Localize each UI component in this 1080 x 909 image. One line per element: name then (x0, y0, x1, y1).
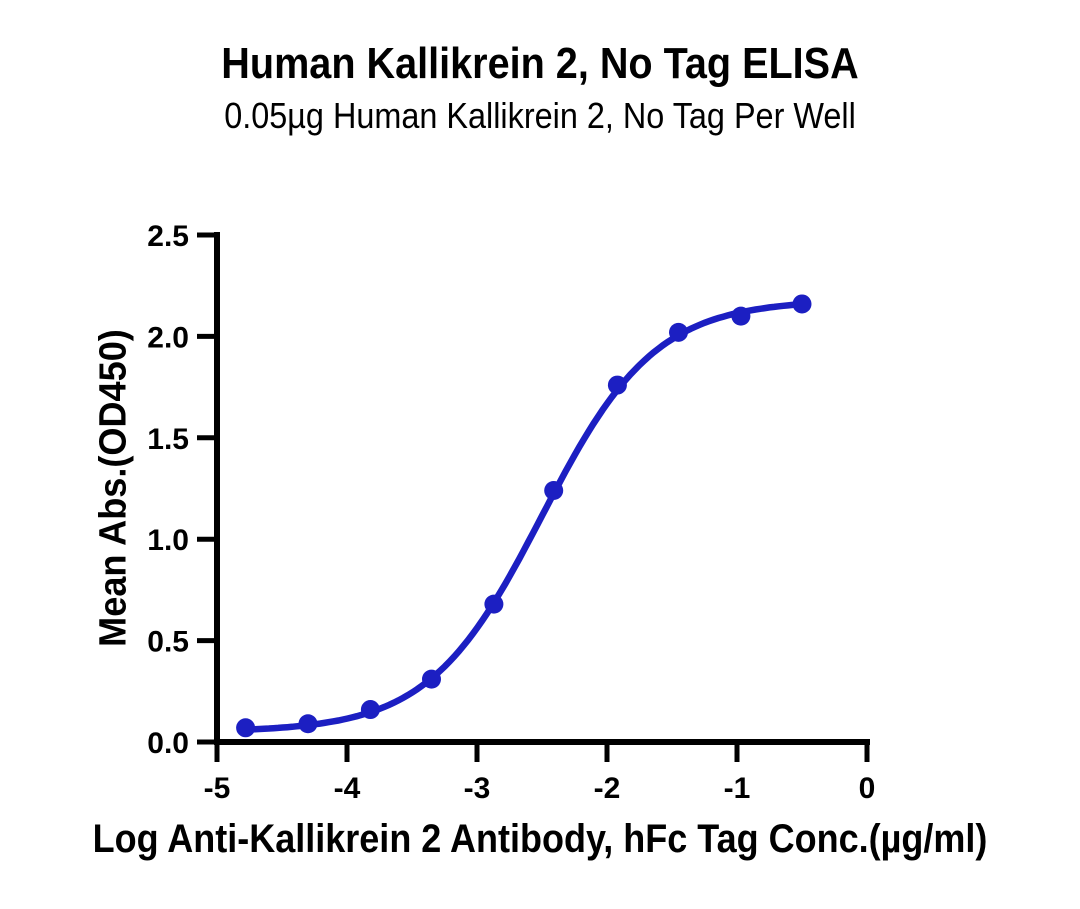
data-point (544, 481, 564, 501)
y-tick-label: 2.5 (147, 220, 189, 253)
y-tick-label: 2.0 (147, 321, 189, 354)
data-point (731, 306, 751, 326)
x-tick-label: 0 (859, 772, 876, 805)
x-tick-label: -4 (334, 772, 361, 805)
data-point (422, 669, 441, 689)
data-point (792, 294, 812, 314)
data-point (360, 700, 380, 720)
data-point (484, 594, 504, 614)
x-axis-title: Log Anti-Kallikrein 2 Antibody, hFc Tag … (92, 817, 988, 861)
data-point (298, 714, 318, 734)
y-tick-label: 0.5 (147, 626, 189, 659)
data-point (236, 718, 256, 738)
x-tick-label: -3 (464, 772, 491, 805)
y-tick-label: 1.5 (147, 423, 189, 456)
x-tick-label: -2 (594, 772, 621, 805)
chart-title: Human Kallikrein 2, No Tag ELISA (221, 39, 859, 88)
y-tick-label: 0.0 (147, 727, 189, 760)
x-tick-label: -1 (724, 772, 751, 805)
data-point (669, 322, 688, 342)
fit-curve (242, 300, 806, 733)
y-tick-label: 1.0 (147, 524, 189, 557)
chart-subtitle: 0.05µg Human Kallikrein 2, No Tag Per We… (224, 95, 856, 136)
data-point (607, 375, 627, 395)
x-tick-label: -5 (204, 772, 231, 805)
